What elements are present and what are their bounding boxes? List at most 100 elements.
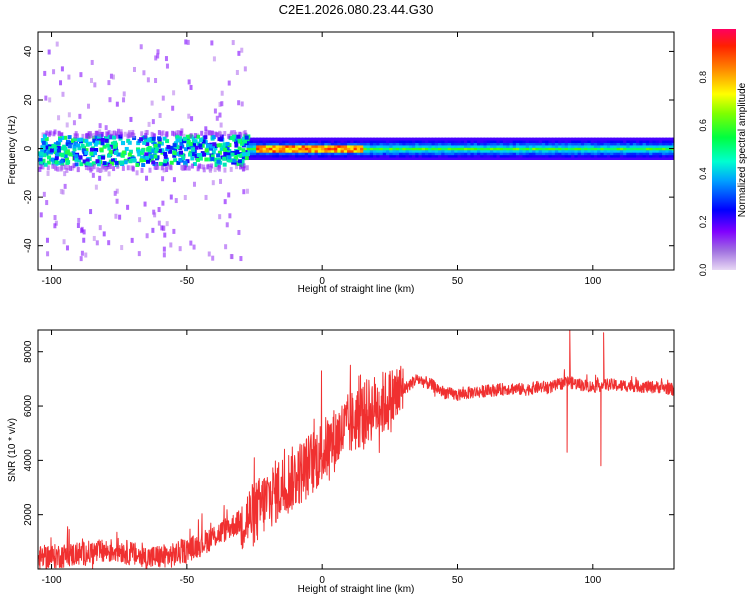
heatmap-cell: [282, 154, 288, 158]
heatmap-cell: [551, 154, 557, 158]
heatmap-cell: [405, 140, 411, 143]
heatmap-cell: [489, 137, 495, 141]
heatmap-cell: [649, 152, 655, 156]
heatmap-cell: [408, 154, 414, 158]
heatmap-cell: [567, 157, 573, 160]
heatmap-cell: [652, 137, 658, 141]
heatmap-cell: [317, 142, 323, 146]
heatmap-cell: [554, 152, 560, 156]
heatmap-cell: [252, 137, 258, 141]
heatmap-cell: [350, 147, 356, 151]
heatmap-cell: [366, 137, 372, 141]
heatmap-cell: [216, 132, 220, 138]
heatmap-cell: [90, 166, 94, 172]
heatmap-cell: [558, 147, 564, 151]
heatmap-cell: [584, 154, 590, 158]
heatmap-cell: [616, 144, 622, 148]
heatmap-cell: [457, 137, 463, 141]
heatmap-cell: [395, 154, 401, 158]
heatmap-cell: [183, 136, 188, 141]
heatmap-cell: [157, 207, 161, 213]
heatmap-cell: [528, 137, 534, 141]
heatmap-cell: [80, 228, 84, 234]
heatmap-cell: [192, 162, 197, 167]
heatmap-cell: [626, 154, 632, 158]
heatmap-cell: [63, 154, 68, 159]
heatmap-cell: [204, 157, 209, 162]
heatmap-cell: [39, 212, 43, 218]
heatmap-cell: [79, 162, 84, 167]
heatmap-cell: [483, 149, 489, 153]
heatmap-cell: [626, 157, 632, 160]
heatmap-cell: [590, 154, 596, 158]
heatmap-cell: [496, 142, 502, 146]
heatmap-cell: [157, 130, 161, 136]
heatmap-cell: [658, 142, 664, 146]
heatmap-cell: [150, 131, 154, 137]
heatmap-cell: [574, 137, 580, 141]
heatmap-cell: [467, 140, 473, 143]
heatmap-cell: [156, 49, 160, 55]
heatmap-cell: [137, 251, 141, 257]
heatmap-cell: [639, 137, 645, 141]
heatmap-cell: [421, 154, 427, 158]
heatmap-cell: [232, 158, 237, 163]
heatmap-cell: [173, 158, 178, 163]
heatmap-cell: [285, 157, 291, 160]
heatmap-cell: [104, 125, 108, 131]
heatmap-cell: [74, 157, 79, 162]
heatmap-cell: [226, 152, 231, 157]
heatmap-cell: [619, 149, 625, 153]
heatmap-cell: [239, 141, 244, 146]
heatmap-cell: [74, 131, 78, 137]
heatmap-cell: [330, 152, 336, 156]
heatmap-cell: [418, 144, 424, 148]
heatmap-cell: [199, 164, 203, 170]
heatmap-cell: [210, 130, 214, 136]
heatmap-cell: [219, 131, 223, 137]
heatmap-cell: [363, 137, 369, 141]
heatmap-cell: [175, 145, 180, 150]
heatmap-cell: [473, 142, 479, 146]
heatmap-cell: [652, 144, 658, 148]
heatmap-cell: [415, 140, 421, 143]
heatmap-cell: [610, 140, 616, 143]
heatmap-cell: [629, 154, 635, 158]
heatmap-cell: [58, 138, 63, 143]
heatmap-cell: [153, 154, 158, 159]
heatmap-cell: [652, 140, 658, 143]
heatmap-cell: [145, 155, 150, 160]
heatmap-cell: [541, 147, 547, 151]
heatmap-cell: [314, 152, 320, 156]
heatmap-cell: [288, 142, 294, 146]
heatmap-cell: [100, 141, 105, 146]
heatmap-cell: [282, 142, 288, 146]
heatmap-cell: [428, 142, 434, 146]
heatmap-cell: [587, 137, 593, 141]
heatmap-cell: [496, 147, 502, 151]
heatmap-cell: [178, 137, 183, 142]
heatmap-cell: [525, 140, 531, 143]
heatmap-cell: [85, 161, 90, 166]
heatmap-cell: [47, 155, 52, 160]
heatmap-cell: [194, 153, 199, 158]
heatmap-cell: [486, 149, 492, 153]
heatmap-cell: [360, 147, 366, 151]
heatmap-cell: [629, 147, 635, 151]
heatmap-cell: [249, 147, 255, 151]
heatmap-cell: [623, 152, 629, 156]
heatmap-cell: [304, 140, 310, 143]
heatmap-cell: [178, 246, 182, 252]
heatmap-cell: [597, 157, 603, 160]
heatmap-cell: [574, 149, 580, 153]
heatmap-cell: [112, 166, 116, 172]
heatmap-cell: [668, 144, 674, 148]
heatmap-cell: [288, 154, 294, 158]
heatmap-cell: [486, 140, 492, 143]
heatmap-cell: [92, 164, 96, 170]
colorbar-tick-label: 0.4: [698, 167, 708, 180]
heatmap-cell: [327, 152, 333, 156]
top-y-tick-label: -20: [23, 189, 34, 204]
heatmap-cell: [93, 142, 98, 147]
heatmap-cell: [239, 256, 243, 262]
